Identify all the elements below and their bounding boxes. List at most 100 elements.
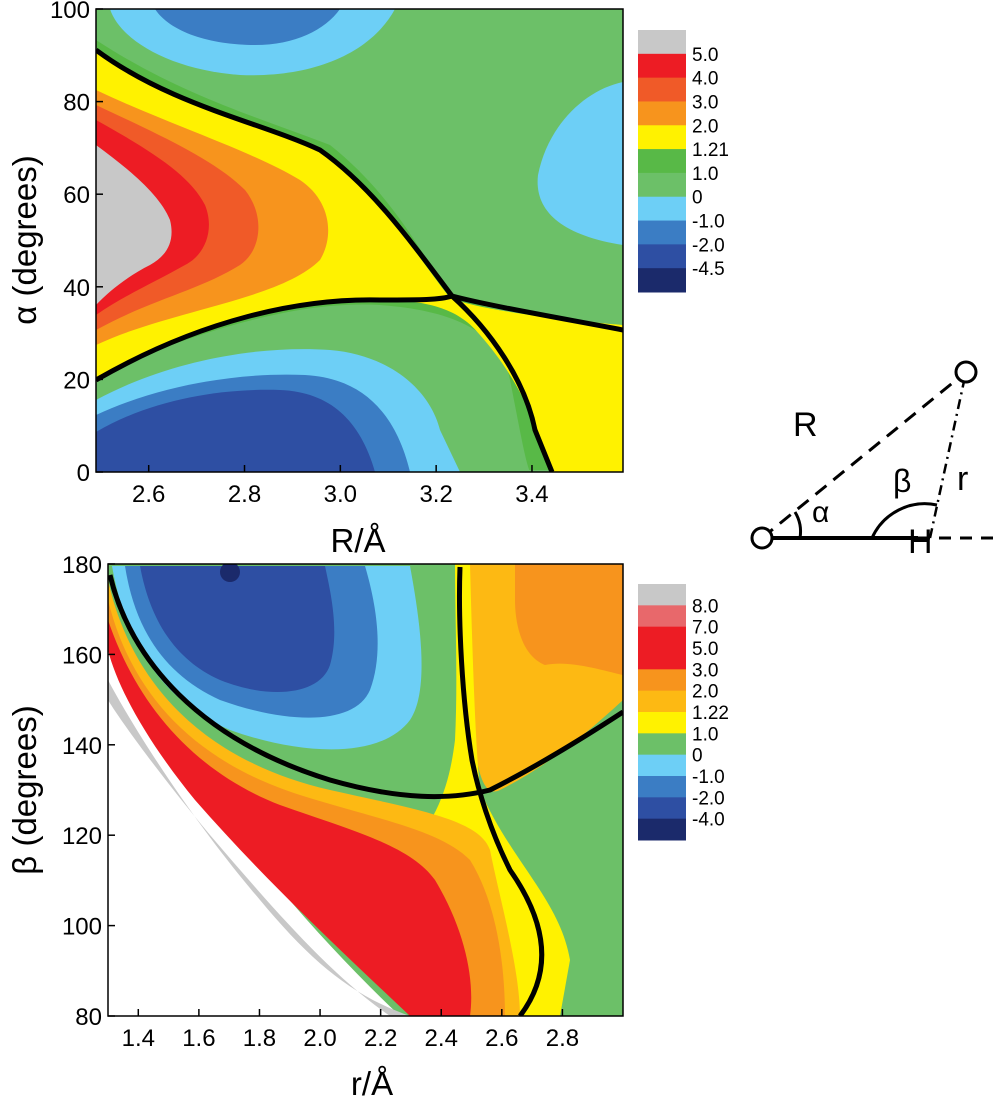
plot-frame-1 bbox=[95, 8, 624, 473]
x-tick-label: 1.4 bbox=[122, 1025, 155, 1052]
y-tick-label: 140 bbox=[62, 733, 102, 760]
x-tick-label: 3.0 bbox=[324, 481, 357, 508]
colorbar-swatch bbox=[638, 125, 686, 150]
H-label: H bbox=[908, 523, 933, 561]
level-3p0-band bbox=[108, 620, 472, 1016]
x-axis-2: 1.4 1.6 1.8 2.0 2.2 2.4 2.6 2.8 bbox=[122, 1009, 579, 1052]
x-axis-label-2: r/Å bbox=[351, 1065, 393, 1102]
y-axis-label-2: β (degrees) bbox=[6, 705, 43, 874]
r-label: r bbox=[957, 460, 968, 498]
colorbar-swatch bbox=[638, 690, 686, 713]
colorbar-label: 0 bbox=[692, 188, 703, 209]
colorbar-swatch bbox=[638, 196, 686, 222]
colorbar-swatch bbox=[638, 776, 686, 798]
beta-label: β bbox=[893, 463, 911, 499]
separatrix-1a bbox=[96, 47, 623, 333]
colorbar-swatch bbox=[638, 77, 686, 102]
x-tick-label: 2.8 bbox=[228, 481, 261, 508]
y-axis-label-1: α (degrees) bbox=[6, 155, 43, 324]
colorbar-swatch bbox=[638, 149, 686, 174]
colorbar-swatch bbox=[638, 626, 686, 649]
x-tick-label: 1.6 bbox=[182, 1025, 215, 1052]
colorbar-swatch bbox=[638, 797, 686, 820]
colorbar-label: 1.21 bbox=[692, 140, 729, 161]
y-tick-label: 180 bbox=[62, 552, 102, 579]
geometry-diagram: R r α β H bbox=[750, 360, 1000, 561]
colorbar-swatch bbox=[638, 712, 686, 734]
x-axis-1: 2.6 2.8 3.0 3.2 3.4 bbox=[132, 465, 549, 508]
colorbar-label: -2.0 bbox=[692, 788, 725, 809]
colorbar-label: -4.0 bbox=[692, 810, 725, 831]
x-tick-label: 3.4 bbox=[515, 481, 548, 508]
colorbar-swatch bbox=[638, 101, 686, 126]
y-tick-label: 160 bbox=[62, 642, 102, 669]
contour-fill-2 bbox=[108, 564, 623, 1016]
colorbar-swatch bbox=[638, 605, 686, 628]
y-tick-label: 120 bbox=[62, 823, 102, 850]
x-tick-label: 3.2 bbox=[419, 481, 452, 508]
contour-plot-beta-r: 80 100 120 140 160 180 1.4 1.6 1.8 2.0 2.2 2.4 2.6 2… bbox=[6, 552, 729, 1102]
colorbar-2: 8.07.05.03.02.01.221.00-1.0-2.0-4.0 bbox=[638, 584, 729, 841]
colorbar-swatch bbox=[638, 53, 686, 79]
colorbar-label: 3.0 bbox=[692, 660, 718, 681]
colorbar-label: 8.0 bbox=[692, 596, 718, 617]
colorbar-label: 2.0 bbox=[692, 116, 718, 137]
level-neg4-well bbox=[140, 566, 335, 692]
y-tick-label: 40 bbox=[63, 275, 90, 302]
colorbar-swatch bbox=[638, 268, 686, 293]
y-tick-label: 20 bbox=[63, 367, 90, 394]
x-tick-label: 2.4 bbox=[425, 1025, 458, 1052]
colorbar-label: -1.0 bbox=[692, 767, 725, 788]
y-tick-label: 80 bbox=[63, 90, 90, 117]
r-vector-line bbox=[928, 371, 968, 539]
colorbar-label: -1.0 bbox=[692, 212, 725, 233]
colorbar-swatch bbox=[638, 244, 686, 269]
colorbar-swatch bbox=[638, 172, 686, 198]
separatrix-2a bbox=[108, 574, 623, 800]
colorbar-label: -2.0 bbox=[692, 235, 725, 256]
colorbar-label: -4.5 bbox=[692, 259, 725, 280]
x-tick-label: 2.6 bbox=[485, 1025, 518, 1052]
colorbar-swatch bbox=[638, 754, 686, 777]
level-2p0-right bbox=[515, 564, 623, 675]
x-tick-label: 2.6 bbox=[132, 481, 165, 508]
separatrix-1b bbox=[96, 293, 555, 472]
contour-fill-1 bbox=[96, 9, 623, 472]
y-tick-label: 60 bbox=[63, 182, 90, 209]
colorbar-label: 0 bbox=[692, 746, 703, 767]
contour-plot-alpha-R: 0 20 40 60 80 100 2.6 2.8 3.0 3.2 3.4 α (degrees)… bbox=[6, 0, 729, 559]
alpha-label: α bbox=[812, 496, 829, 529]
colorbar-swatch bbox=[638, 818, 686, 841]
colorbar-swatch bbox=[638, 584, 686, 606]
colorbar-swatch bbox=[638, 30, 686, 55]
y-tick-label: 100 bbox=[50, 0, 90, 24]
colorbar-swatch bbox=[638, 220, 686, 245]
y-tick-label: 100 bbox=[62, 914, 102, 941]
atom-circle-left bbox=[750, 526, 774, 550]
x-axis-label-1: R/Å bbox=[330, 522, 385, 559]
colorbar-label: 1.0 bbox=[692, 724, 718, 745]
colorbar-label: 1.22 bbox=[692, 703, 729, 724]
y-tick-label: 80 bbox=[75, 1004, 102, 1031]
level-neg4-core bbox=[220, 564, 240, 582]
plot-frame-2 bbox=[107, 563, 624, 1017]
colorbar-label: 3.0 bbox=[692, 92, 718, 113]
colorbar-label: 2.0 bbox=[692, 682, 718, 703]
level-neg2-upper bbox=[155, 9, 340, 45]
colorbar-swatch bbox=[638, 733, 686, 756]
x-tick-label: 1.8 bbox=[243, 1025, 276, 1052]
x-tick-label: 2.0 bbox=[303, 1025, 336, 1052]
R-vector-line bbox=[761, 370, 967, 540]
x-tick-label: 2.8 bbox=[546, 1025, 579, 1052]
colorbar-label: 5.0 bbox=[692, 639, 718, 660]
colorbar-swatch bbox=[638, 648, 686, 670]
level-neg45-lower bbox=[96, 389, 375, 472]
colorbar-1: 5.0 4.03.0 2.0 1.21 1.0 0 -1.0-2.0 -4.5 bbox=[638, 30, 729, 293]
y-axis-2: 80 100 120 140 160 180 bbox=[62, 552, 115, 1031]
beta-arc bbox=[870, 502, 938, 539]
colorbar-label: 1.0 bbox=[692, 164, 718, 185]
R-label: R bbox=[793, 406, 818, 444]
colorbar-label: 7.0 bbox=[692, 618, 718, 639]
alpha-arc bbox=[793, 511, 802, 539]
